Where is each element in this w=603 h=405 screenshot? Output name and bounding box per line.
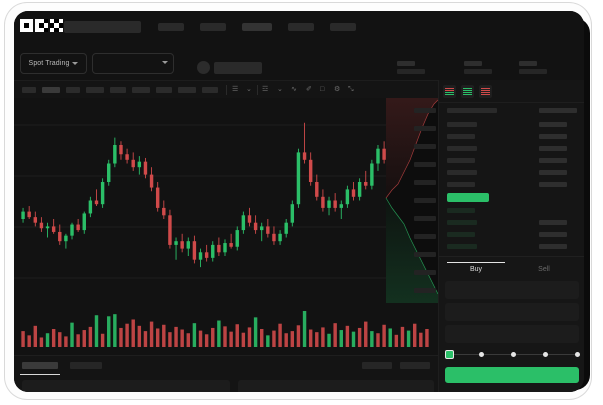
orderbook-ask-row[interactable] bbox=[447, 146, 477, 151]
ticker-stat-1 bbox=[397, 61, 425, 74]
orderbook-ask-row[interactable] bbox=[447, 134, 475, 139]
timeframe-8[interactable] bbox=[178, 87, 196, 93]
market-type-label: Spot Trading bbox=[28, 60, 70, 67]
orderbook-header-left bbox=[447, 108, 497, 113]
fullscreen-icon[interactable]: ⤡ bbox=[348, 86, 354, 93]
search-input[interactable] bbox=[64, 21, 141, 33]
app-screen: Spot Trading bbox=[14, 11, 584, 392]
tab-buy[interactable]: Buy bbox=[469, 266, 483, 273]
orderbook-view-toggles bbox=[443, 85, 492, 98]
nav-item-2[interactable] bbox=[200, 23, 226, 31]
timeframe-2[interactable] bbox=[42, 87, 60, 93]
orderbook-bid-row[interactable] bbox=[447, 244, 477, 249]
orderbook-bid-size bbox=[539, 244, 567, 249]
chevron-down-icon-indicators[interactable]: ⌄ bbox=[277, 86, 283, 93]
nav-item-1[interactable] bbox=[158, 23, 184, 31]
timeframe-7[interactable] bbox=[156, 87, 172, 93]
indicators-icon[interactable]: ☲ bbox=[262, 86, 269, 93]
orderbook-bid-size bbox=[539, 232, 567, 237]
orderbook-ask-size bbox=[539, 170, 567, 175]
order-book-panel: Buy Sell bbox=[438, 80, 584, 392]
orderbook-ask-row[interactable] bbox=[447, 170, 477, 175]
price-axis bbox=[392, 98, 438, 303]
line-tool-icon[interactable]: ∿ bbox=[291, 86, 297, 93]
bottom-tab-right-1[interactable] bbox=[362, 362, 392, 369]
orderbook-ask-row[interactable] bbox=[447, 122, 477, 127]
timeframe-5[interactable] bbox=[110, 87, 126, 93]
tab-sell[interactable]: Sell bbox=[538, 266, 550, 273]
volume-series bbox=[21, 311, 429, 347]
volume-chart bbox=[14, 303, 438, 355]
orderbook-view-asks-icon[interactable] bbox=[479, 85, 492, 98]
bottom-tab-right-2[interactable] bbox=[400, 362, 430, 369]
slider-knob[interactable] bbox=[445, 350, 454, 359]
bottom-panel-right bbox=[238, 380, 434, 392]
slider-step-25[interactable] bbox=[479, 352, 484, 357]
bottom-tab-order-history[interactable] bbox=[70, 362, 102, 369]
chevron-down-icon-pair bbox=[162, 61, 168, 64]
slider-step-50[interactable] bbox=[511, 352, 516, 357]
chevron-down-icon bbox=[72, 62, 79, 65]
chart-toolbar: ☰ ⌄ ☲ ⌄ ∿ ✐ □ ⚙ ⤡ bbox=[14, 80, 438, 100]
orderbook-ask-size bbox=[539, 122, 567, 127]
market-subheader: Spot Trading bbox=[14, 45, 584, 80]
price-chart[interactable] bbox=[14, 98, 438, 303]
okx-logo[interactable] bbox=[20, 19, 63, 32]
trade-form: Buy Sell bbox=[439, 256, 584, 392]
pair-coin-avatar bbox=[197, 61, 210, 74]
nav-item-3[interactable] bbox=[242, 23, 272, 31]
orderbook-ask-row[interactable] bbox=[447, 182, 475, 187]
pair-selector[interactable] bbox=[92, 53, 174, 74]
timeframe-6[interactable] bbox=[132, 87, 150, 93]
bottom-panel bbox=[14, 355, 438, 392]
current-price-highlight bbox=[447, 193, 489, 202]
orderbook-divider bbox=[439, 102, 584, 103]
total-field[interactable] bbox=[445, 325, 579, 343]
place-order-button[interactable] bbox=[445, 367, 579, 383]
slider-step-100[interactable] bbox=[575, 352, 580, 357]
nav-item-5[interactable] bbox=[330, 23, 356, 31]
amount-slider[interactable] bbox=[445, 350, 581, 360]
orderbook-ask-size bbox=[539, 158, 567, 163]
chevron-down-icon-chart[interactable]: ⌄ bbox=[246, 86, 252, 93]
nav-item-4[interactable] bbox=[288, 23, 314, 31]
chart-gridlines bbox=[14, 124, 438, 279]
candlestick-series bbox=[14, 122, 438, 279]
market-type-dropdown[interactable]: Spot Trading bbox=[20, 53, 87, 74]
orderbook-bid-size bbox=[539, 220, 567, 225]
camera-icon[interactable]: □ bbox=[320, 86, 325, 93]
timeframe-1[interactable] bbox=[22, 87, 36, 93]
orderbook-header-right bbox=[539, 108, 577, 113]
orderbook-bid-row[interactable] bbox=[447, 232, 475, 237]
pencil-icon[interactable]: ✐ bbox=[306, 86, 312, 93]
orderbook-bid-row[interactable] bbox=[447, 208, 475, 213]
bottom-tab-active-underline bbox=[20, 374, 60, 375]
orderbook-ask-size bbox=[539, 182, 567, 187]
bottom-tab-open-orders[interactable] bbox=[22, 362, 58, 369]
buy-tab-underline bbox=[447, 262, 505, 263]
orderbook-bid-row[interactable] bbox=[447, 220, 477, 225]
timeframe-3[interactable] bbox=[66, 87, 80, 93]
orderbook-view-both-icon[interactable] bbox=[443, 85, 456, 98]
app-header bbox=[14, 11, 584, 45]
settings-icon[interactable]: ⚙ bbox=[334, 86, 341, 93]
ticker-stat-3 bbox=[519, 61, 547, 74]
orderbook-view-bids-icon[interactable] bbox=[461, 85, 474, 98]
amount-field[interactable] bbox=[445, 303, 579, 321]
ticker-stat-2 bbox=[464, 61, 492, 74]
pair-name-label bbox=[214, 62, 262, 74]
orderbook-ask-row[interactable] bbox=[447, 158, 475, 163]
candlestick-type-icon[interactable]: ☰ bbox=[232, 86, 239, 93]
orderbook-ask-size bbox=[539, 134, 567, 139]
price-field[interactable] bbox=[445, 281, 579, 299]
orderbook-ask-size bbox=[539, 146, 567, 151]
timeframe-4[interactable] bbox=[86, 87, 104, 93]
timeframe-9[interactable] bbox=[202, 87, 218, 93]
slider-step-75[interactable] bbox=[543, 352, 548, 357]
bottom-panel-left bbox=[22, 380, 230, 392]
